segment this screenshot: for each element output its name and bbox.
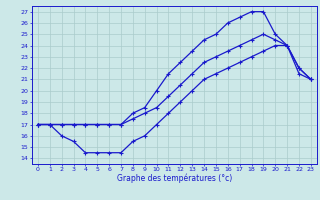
X-axis label: Graphe des températures (°c): Graphe des températures (°c) [117, 174, 232, 183]
